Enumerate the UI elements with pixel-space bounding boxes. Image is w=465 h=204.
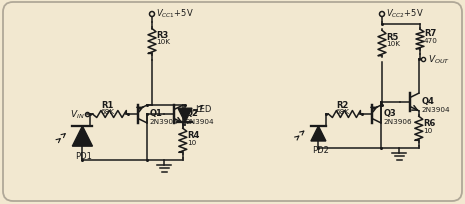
Text: 10K: 10K bbox=[156, 39, 170, 45]
Polygon shape bbox=[178, 109, 192, 123]
Polygon shape bbox=[73, 126, 93, 146]
Polygon shape bbox=[311, 126, 326, 141]
Text: R5: R5 bbox=[386, 32, 399, 41]
Text: 2N3904: 2N3904 bbox=[422, 106, 451, 112]
Text: 10: 10 bbox=[187, 139, 196, 145]
Text: Q1: Q1 bbox=[150, 109, 163, 118]
Text: 10: 10 bbox=[423, 127, 432, 133]
Text: R4: R4 bbox=[187, 131, 199, 140]
Text: 2N3906: 2N3906 bbox=[150, 118, 179, 124]
Text: PD2: PD2 bbox=[312, 146, 329, 155]
Text: 470: 470 bbox=[424, 38, 438, 44]
Text: R2: R2 bbox=[336, 101, 349, 110]
Text: Q2: Q2 bbox=[186, 109, 199, 118]
Text: $V_{CC1}$+5V: $V_{CC1}$+5V bbox=[156, 8, 194, 20]
Text: Q3: Q3 bbox=[384, 109, 397, 118]
Text: R3: R3 bbox=[156, 30, 168, 39]
Text: LED: LED bbox=[195, 104, 212, 113]
Text: 68K: 68K bbox=[335, 109, 349, 114]
Text: Q4: Q4 bbox=[422, 97, 435, 106]
Text: 10K: 10K bbox=[386, 41, 400, 47]
Text: $V_{CC2}$+5V: $V_{CC2}$+5V bbox=[386, 8, 424, 20]
Text: $V_{IN}$: $V_{IN}$ bbox=[70, 108, 85, 121]
Text: R7: R7 bbox=[424, 29, 436, 38]
Text: 68K: 68K bbox=[100, 109, 114, 114]
Text: R6: R6 bbox=[423, 119, 435, 128]
Text: R1: R1 bbox=[101, 101, 113, 110]
Text: 2N3904: 2N3904 bbox=[186, 118, 214, 124]
Text: 2N3906: 2N3906 bbox=[384, 118, 412, 124]
Text: PD1: PD1 bbox=[75, 151, 92, 160]
Text: $V_{OUT}$: $V_{OUT}$ bbox=[428, 53, 450, 66]
